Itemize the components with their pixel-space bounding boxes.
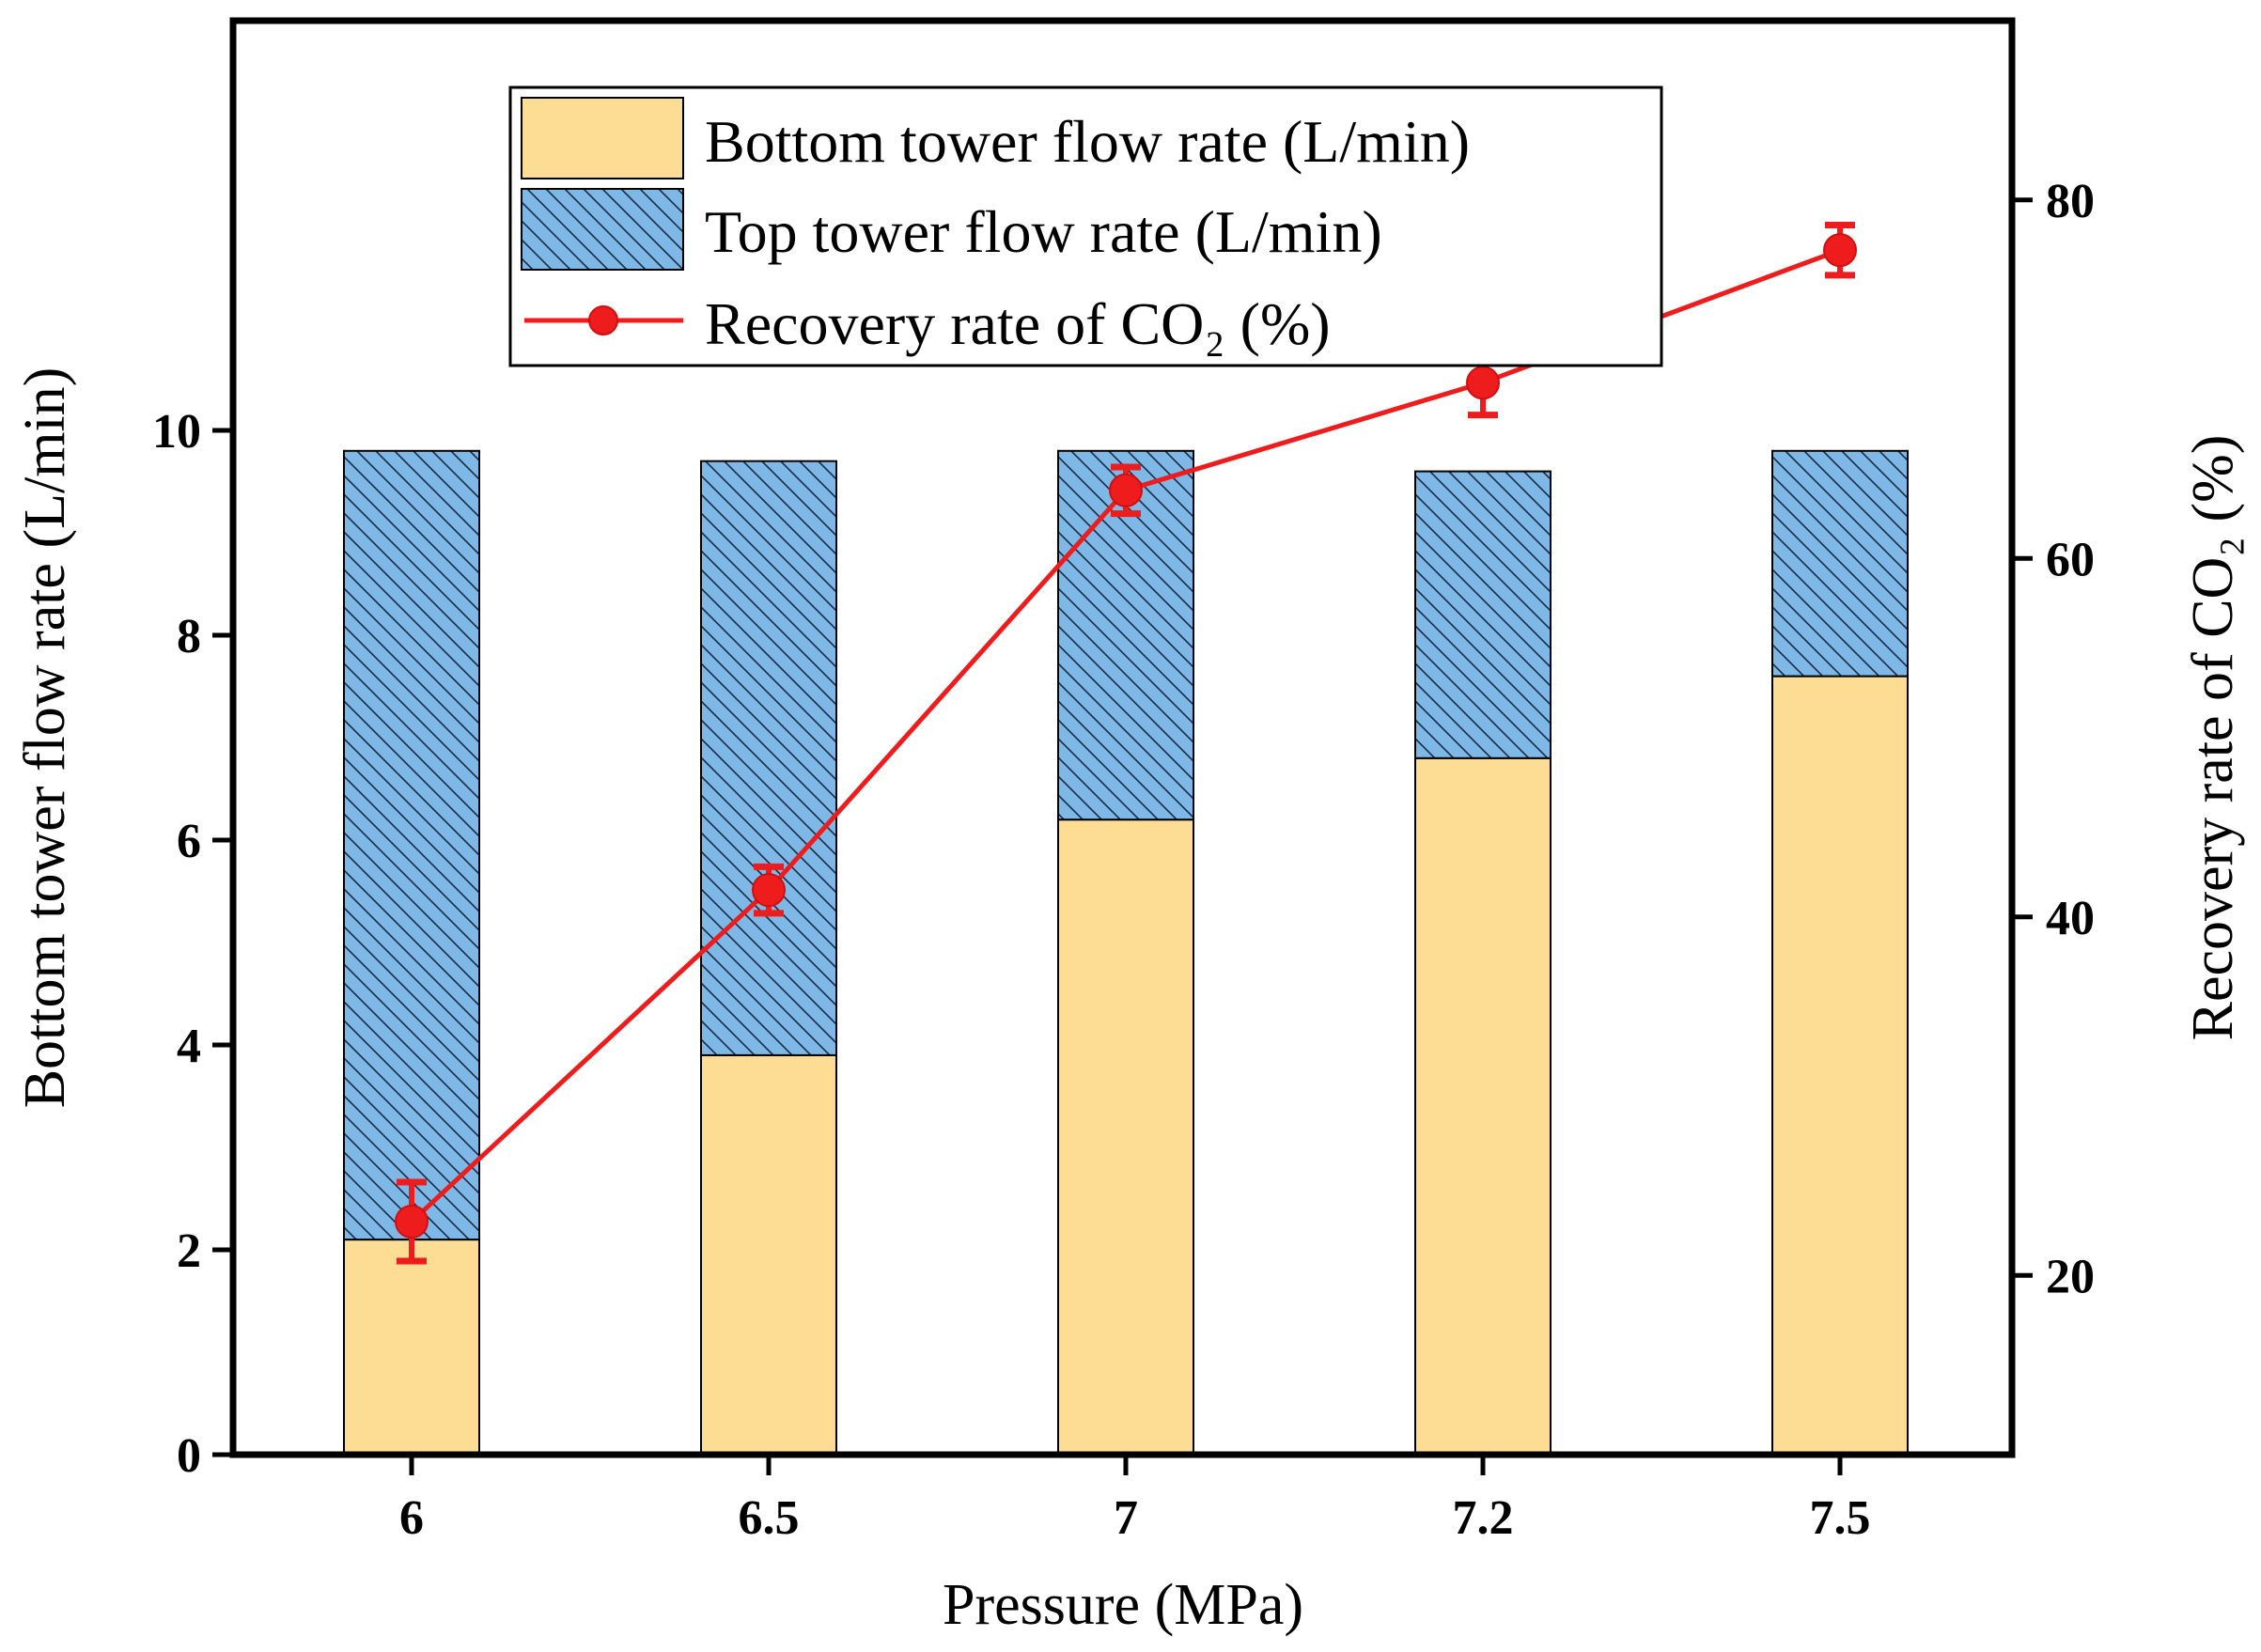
x-tick-label-7.5: 7.5 xyxy=(1810,1491,1871,1545)
left-tick-label-8: 8 xyxy=(177,610,201,663)
x-axis-ticks: 6 6.5 7 7.2 7.5 xyxy=(399,1455,1871,1545)
bar-top-6 xyxy=(343,449,480,1241)
bar-bottom-7.2 xyxy=(1414,756,1552,1456)
legend-label-recovery: Recovery rate of CO₂ (%) xyxy=(705,290,1331,357)
recovery-point-6.5 xyxy=(752,873,786,908)
bar-top-7.5 xyxy=(1771,449,1909,678)
left-tick-label-6: 6 xyxy=(177,815,201,868)
recovery-point-6 xyxy=(395,1205,429,1239)
bar-bottom-6.5 xyxy=(700,1053,837,1457)
legend: Bottom tower flow rate (L/min) Top tower… xyxy=(508,86,1663,367)
x-tick-label-7: 7 xyxy=(1114,1491,1138,1545)
recovery-point-7.2 xyxy=(1466,366,1500,400)
legend-swatch-marker xyxy=(588,305,618,335)
bars-layer xyxy=(343,449,1909,1457)
bar-bottom-7 xyxy=(1057,818,1194,1456)
left-tick-label-2: 2 xyxy=(177,1224,201,1278)
x-tick-label-6.5: 6.5 xyxy=(739,1491,800,1545)
legend-label-top: Top tower flow rate (L/min) xyxy=(705,198,1382,265)
bar-top-7.2 xyxy=(1414,470,1552,759)
right-tick-label-20: 20 xyxy=(2046,1250,2095,1303)
x-tick-label-6: 6 xyxy=(399,1491,424,1545)
y-axis-label: Bottom tower flow rate (L/min) xyxy=(13,367,77,1109)
plot-frame xyxy=(229,17,2016,1458)
bar-bottom-7.5 xyxy=(1771,675,1909,1456)
bar-top-6.5 xyxy=(700,460,837,1056)
legend-frame xyxy=(508,86,1663,367)
right-tick-label-40: 40 xyxy=(2046,892,2095,945)
right-axis-ticks: 20 40 60 80 xyxy=(2012,175,2095,1303)
recovery-point-7 xyxy=(1109,473,1143,507)
left-tick-label-0: 0 xyxy=(177,1429,201,1483)
x-axis-label: Pressure (MPa) xyxy=(943,1573,1303,1637)
x-tick-label-7.2: 7.2 xyxy=(1453,1491,1514,1545)
bar-bottom-6 xyxy=(343,1239,480,1456)
right-tick-label-80: 80 xyxy=(2046,175,2095,228)
legend-swatch-top xyxy=(521,188,684,271)
left-tick-label-10: 10 xyxy=(152,405,201,459)
right-tick-label-60: 60 xyxy=(2046,533,2095,586)
recovery-point-7.5 xyxy=(1823,233,1857,268)
left-tick-label-4: 4 xyxy=(177,1020,201,1073)
left-axis-ticks: 0 2 4 6 8 10 xyxy=(152,405,233,1483)
legend-label-bottom: Bottom tower flow rate (L/min) xyxy=(705,108,1470,175)
legend-swatch-bottom xyxy=(521,97,684,179)
y2-axis-label: Recovery rate of CO₂ (%) xyxy=(2181,435,2245,1041)
